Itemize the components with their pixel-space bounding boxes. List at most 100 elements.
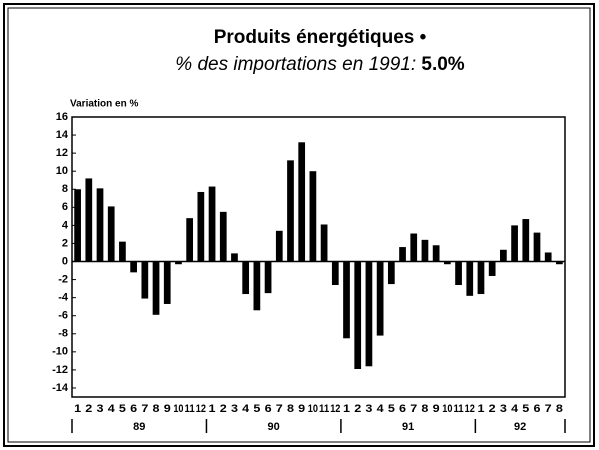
x-tick-label: 4 <box>242 403 250 415</box>
x-tick-label: 9 <box>298 403 305 415</box>
x-tick-label: 3 <box>500 403 507 415</box>
x-tick-label: 5 <box>522 403 529 415</box>
bar <box>130 261 137 273</box>
bar <box>443 261 451 265</box>
y-tick-label: 8 <box>62 183 68 195</box>
y-tick-label: -12 <box>52 364 68 376</box>
subtitle-text: % des importations en 1991: <box>175 54 416 75</box>
bar <box>85 178 93 262</box>
bar <box>175 261 182 265</box>
x-tick-label: 3 <box>97 403 104 415</box>
x-tick-label: 1 <box>74 403 81 415</box>
x-tick-label: 2 <box>489 403 496 415</box>
y-tick-label: 0 <box>62 255 68 267</box>
x-tick-label: 12 <box>196 403 206 415</box>
bar <box>387 261 395 285</box>
x-tick-label: 7 <box>141 403 148 415</box>
y-tick-label: -2 <box>58 273 68 285</box>
bar <box>331 261 339 285</box>
y-axis-label: Variation en % <box>70 99 138 110</box>
x-tick-label: 8 <box>287 403 294 415</box>
x-tick-label: 11 <box>319 403 329 415</box>
bar <box>320 224 328 262</box>
group-label: 91 <box>402 421 414 433</box>
bar <box>511 225 518 262</box>
chart-subtitle: % des importations en 1991: 5.0% <box>175 54 465 75</box>
y-tick-label: -6 <box>58 310 68 322</box>
bar <box>421 239 429 262</box>
y-tick-label: 4 <box>62 219 69 231</box>
x-tick-label: 8 <box>421 403 428 415</box>
x-tick-label: 12 <box>465 403 475 415</box>
bar <box>500 249 507 262</box>
y-tick-label: 2 <box>62 237 68 249</box>
x-tick-label: 8 <box>556 403 563 415</box>
bar <box>477 261 485 295</box>
y-tick-label: 14 <box>56 129 69 141</box>
x-tick-label: 10 <box>442 403 452 415</box>
bar <box>556 261 563 265</box>
bar <box>466 261 474 296</box>
bar <box>399 247 406 262</box>
x-tick-label: 4 <box>377 403 385 415</box>
x-tick-label: 6 <box>130 403 137 415</box>
group-label: 90 <box>268 421 280 433</box>
bar <box>264 261 272 294</box>
y-tick-label: -10 <box>52 346 68 358</box>
bar <box>96 188 104 262</box>
x-tick-label: 9 <box>164 403 171 415</box>
x-tick-label: 11 <box>185 403 195 415</box>
outer-frame <box>3 3 595 447</box>
bar <box>455 261 462 285</box>
bar <box>365 261 373 367</box>
chart-title: Produits énergétiques • <box>214 27 427 48</box>
bar <box>74 189 81 262</box>
x-tick-label: 6 <box>533 403 540 415</box>
bar <box>343 261 350 339</box>
bar <box>287 160 294 262</box>
x-tick-label: 7 <box>545 403 552 415</box>
x-tick-label: 1 <box>477 403 484 415</box>
bar <box>208 186 216 262</box>
x-tick-label: 12 <box>330 403 340 415</box>
bar <box>376 261 384 336</box>
x-tick-label: 4 <box>511 403 519 415</box>
bar <box>163 261 171 304</box>
x-tick-label: 7 <box>276 403 283 415</box>
bar <box>197 191 205 262</box>
x-tick-label: 2 <box>354 403 361 415</box>
x-tick-label: 2 <box>85 403 92 415</box>
x-tick-label: 10 <box>173 403 183 415</box>
y-tick-label: -4 <box>58 292 69 304</box>
bar <box>253 261 261 311</box>
bar <box>544 252 552 262</box>
plot-frame <box>71 116 566 398</box>
bar <box>488 261 496 276</box>
x-tick-label: 5 <box>388 403 395 415</box>
bar <box>141 261 149 299</box>
x-tick-label: 5 <box>119 403 126 415</box>
bar <box>242 261 250 295</box>
y-tick-label: 6 <box>62 201 68 213</box>
bar <box>275 230 283 262</box>
x-tick-label: 9 <box>433 403 440 415</box>
x-tick-label: 4 <box>108 403 116 415</box>
bar <box>298 142 306 262</box>
bar <box>354 261 362 369</box>
inner-frame <box>7 7 591 443</box>
x-tick-label: 2 <box>220 403 227 415</box>
bar <box>522 219 530 262</box>
x-tick-label: 6 <box>265 403 272 415</box>
x-tick-label: 7 <box>410 403 417 415</box>
x-tick-label: 1 <box>209 403 216 415</box>
bar <box>231 253 238 262</box>
x-tick-label: 1 <box>343 403 350 415</box>
group-label: 92 <box>514 421 526 433</box>
x-tick-label: 8 <box>153 403 160 415</box>
subtitle-value: 5.0% <box>421 54 464 75</box>
y-tick-label: 12 <box>56 147 68 159</box>
bar <box>186 218 194 262</box>
x-tick-label: 10 <box>308 403 318 415</box>
bar <box>533 232 541 262</box>
